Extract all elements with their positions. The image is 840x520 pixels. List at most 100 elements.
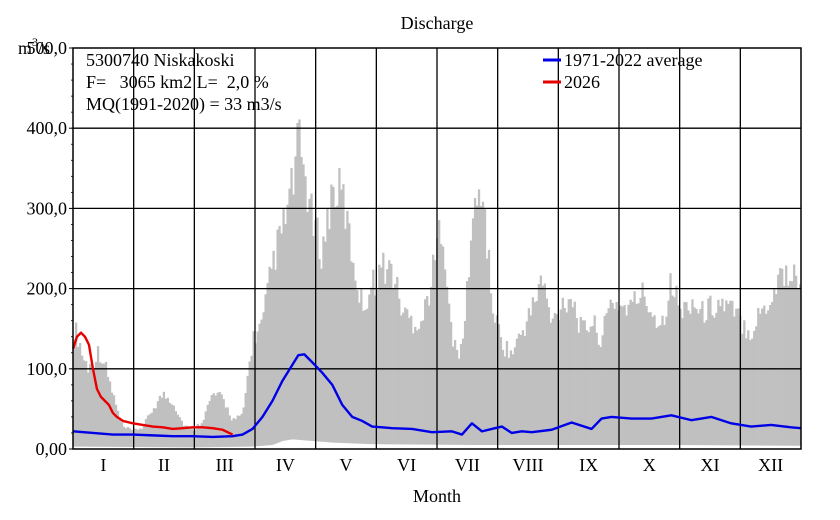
y-axis-label-tail: /s [38, 38, 50, 58]
range-bar [649, 312, 652, 445]
range-bar [400, 315, 403, 445]
range-bar [362, 310, 365, 444]
y-axis-label-sup: 3 [32, 35, 38, 49]
range-bar [463, 320, 467, 445]
range-bar [751, 338, 754, 446]
range-bar [561, 297, 564, 445]
range-bar [677, 305, 680, 446]
range-bar [138, 428, 142, 448]
y-tick-label: 500,0 [27, 38, 68, 58]
range-bar [306, 212, 309, 441]
range-bar [438, 220, 441, 445]
range-bar [96, 346, 100, 447]
range-bar [74, 322, 78, 447]
range-bar [795, 275, 798, 446]
range-bar [693, 307, 696, 446]
range-bar [324, 241, 327, 443]
range-bar [378, 264, 381, 445]
range-bar [404, 307, 407, 445]
range-bar [392, 288, 395, 445]
range-bar [100, 363, 104, 447]
range-bar [707, 298, 710, 446]
y-tick-label: 300,0 [27, 198, 68, 218]
range-bar [567, 299, 570, 445]
range-bar [280, 233, 283, 442]
range-bar [551, 318, 554, 445]
range-bar [659, 325, 662, 445]
range-bar [356, 290, 359, 444]
range-bar [380, 267, 383, 445]
range-bar [485, 258, 489, 445]
range-bar [128, 428, 132, 447]
range-bar [296, 122, 299, 440]
range-bar [318, 259, 321, 442]
range-bar [290, 167, 293, 440]
range-bar [565, 312, 568, 445]
range-bar [589, 326, 592, 445]
range-bar [92, 367, 96, 447]
range-bar [332, 186, 335, 443]
range-bar [222, 399, 225, 447]
range-bar [605, 313, 608, 445]
range-bar [621, 306, 624, 445]
range-bar [416, 330, 419, 445]
range-bar [757, 307, 760, 446]
range-bar [513, 347, 517, 445]
range-bar [90, 363, 94, 447]
range-bar [629, 299, 632, 445]
range-bar [146, 415, 150, 448]
range-bar [771, 301, 774, 446]
range-bar [595, 332, 598, 445]
range-bar [781, 268, 784, 446]
y-axis-label-base: m [18, 38, 32, 58]
range-bar [84, 361, 88, 447]
range-bar [537, 284, 541, 445]
range-bar [366, 308, 369, 444]
range-bar [789, 280, 792, 446]
range-bar [601, 335, 604, 445]
range-bar [611, 303, 614, 445]
range-bar [248, 361, 251, 447]
y-tick-label: 200,0 [27, 279, 68, 299]
range-bar [372, 269, 375, 445]
range-bar [591, 325, 594, 445]
range-bar [170, 404, 174, 448]
station-info-line: F= 3065 km2 L= 2,0 % [86, 72, 269, 92]
range-bar [585, 330, 588, 445]
range-bar [725, 300, 728, 446]
range-bar [348, 223, 351, 444]
range-bar [461, 338, 465, 445]
range-bar [443, 269, 447, 445]
station-info-line: 5300740 Niskakoski [86, 50, 235, 70]
range-bar [260, 319, 263, 446]
range-bar [336, 205, 339, 443]
range-bar [124, 428, 128, 447]
range-bar [769, 304, 772, 446]
range-bar [441, 246, 445, 445]
range-bar [104, 361, 108, 447]
range-bar [603, 315, 606, 445]
range-bar [623, 305, 626, 445]
range-bar [635, 303, 638, 445]
range-bar [302, 164, 305, 441]
range-bar [326, 207, 329, 443]
range-bar [593, 315, 596, 445]
range-bar [212, 393, 215, 448]
range-bar [202, 419, 205, 448]
range-bar [453, 339, 457, 445]
range-bar [432, 254, 435, 445]
range-bar [172, 405, 176, 448]
range-bar [525, 321, 529, 445]
range-bar [294, 156, 297, 440]
range-bar [420, 321, 423, 445]
range-bar [665, 316, 668, 445]
range-bar [414, 326, 417, 445]
range-bar [633, 291, 636, 445]
range-bar [150, 412, 154, 448]
x-tick-label: IV [276, 455, 295, 475]
range-bar [627, 304, 630, 445]
range-bar [162, 391, 166, 448]
range-bar [477, 189, 481, 445]
range-bar [571, 307, 574, 445]
range-bar [242, 407, 245, 447]
